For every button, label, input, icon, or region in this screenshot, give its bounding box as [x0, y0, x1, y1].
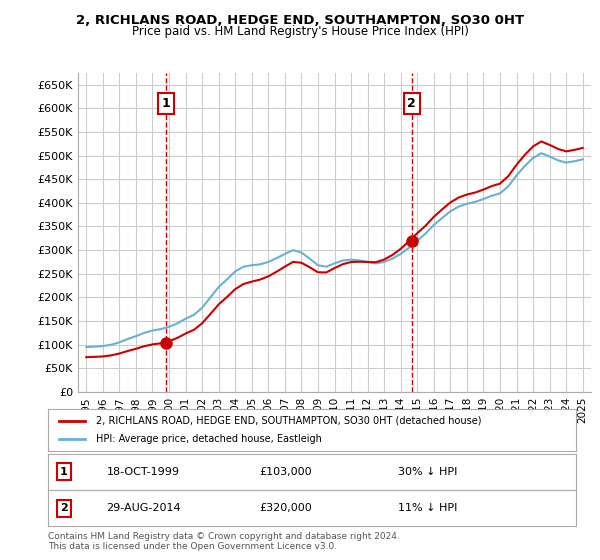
- Text: Contains HM Land Registry data © Crown copyright and database right 2024.
This d: Contains HM Land Registry data © Crown c…: [48, 532, 400, 552]
- Text: 1: 1: [60, 467, 68, 477]
- Text: 2, RICHLANS ROAD, HEDGE END, SOUTHAMPTON, SO30 0HT: 2, RICHLANS ROAD, HEDGE END, SOUTHAMPTON…: [76, 14, 524, 27]
- Text: 2: 2: [60, 503, 68, 513]
- Text: 29-AUG-2014: 29-AUG-2014: [106, 503, 181, 513]
- Text: 11% ↓ HPI: 11% ↓ HPI: [398, 503, 458, 513]
- Text: HPI: Average price, detached house, Eastleigh: HPI: Average price, detached house, East…: [95, 434, 322, 444]
- Text: £320,000: £320,000: [259, 503, 312, 513]
- Text: 2, RICHLANS ROAD, HEDGE END, SOUTHAMPTON, SO30 0HT (detached house): 2, RICHLANS ROAD, HEDGE END, SOUTHAMPTON…: [95, 416, 481, 426]
- Text: Price paid vs. HM Land Registry's House Price Index (HPI): Price paid vs. HM Land Registry's House …: [131, 25, 469, 38]
- Text: £103,000: £103,000: [259, 467, 312, 477]
- Text: 2: 2: [407, 97, 416, 110]
- Text: 1: 1: [161, 97, 170, 110]
- Text: 18-OCT-1999: 18-OCT-1999: [107, 467, 179, 477]
- Text: 30% ↓ HPI: 30% ↓ HPI: [398, 467, 458, 477]
